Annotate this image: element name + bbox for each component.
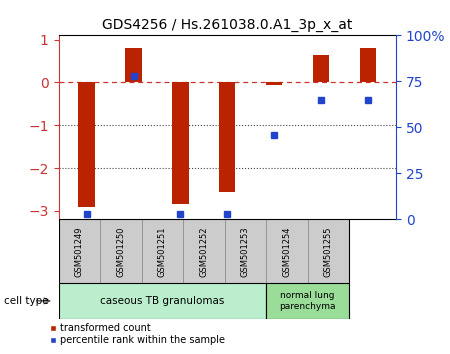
- Bar: [100, 219, 142, 283]
- Bar: [219, 82, 235, 192]
- Text: normal lung
parenchyma: normal lung parenchyma: [279, 291, 336, 310]
- Text: caseous TB granulomas: caseous TB granulomas: [100, 296, 225, 306]
- Text: GSM501254: GSM501254: [282, 226, 291, 276]
- Bar: [142, 219, 183, 283]
- Bar: [58, 219, 100, 283]
- Text: GSM501252: GSM501252: [199, 226, 208, 276]
- Text: cell type: cell type: [4, 296, 49, 306]
- Bar: [125, 48, 142, 82]
- Bar: [58, 219, 349, 283]
- Text: GSM501249: GSM501249: [75, 226, 84, 276]
- Text: GSM501250: GSM501250: [116, 226, 125, 276]
- Title: GDS4256 / Hs.261038.0.A1_3p_x_at: GDS4256 / Hs.261038.0.A1_3p_x_at: [102, 18, 352, 32]
- Bar: [58, 283, 266, 319]
- Legend: transformed count, percentile rank within the sample: transformed count, percentile rank withi…: [45, 319, 229, 349]
- Bar: [266, 219, 308, 283]
- Bar: [225, 219, 266, 283]
- Text: GSM501255: GSM501255: [324, 226, 333, 276]
- Bar: [172, 82, 189, 205]
- Bar: [266, 82, 282, 85]
- Text: GSM501253: GSM501253: [241, 226, 250, 277]
- Bar: [313, 55, 329, 82]
- Bar: [360, 48, 376, 82]
- Bar: [266, 283, 349, 319]
- Bar: [308, 219, 349, 283]
- Bar: [183, 219, 225, 283]
- Text: GSM501251: GSM501251: [158, 226, 167, 276]
- Bar: [78, 82, 95, 207]
